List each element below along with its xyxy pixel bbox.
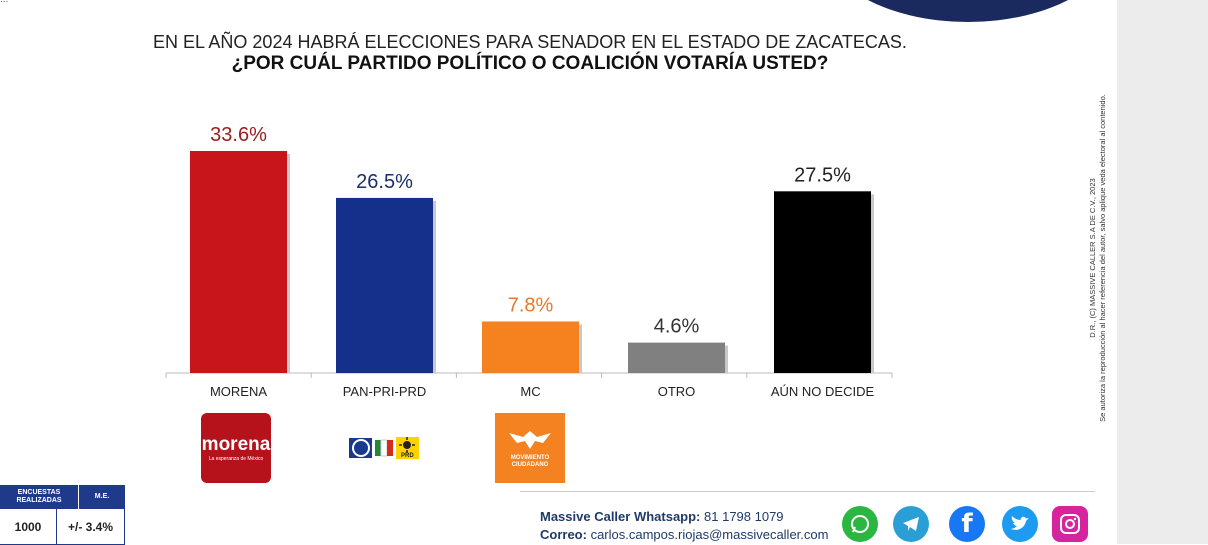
category-label: MORENA xyxy=(210,384,267,399)
instagram-icon[interactable] xyxy=(1052,506,1088,542)
margin-error-value: +/- 3.4% xyxy=(57,509,125,545)
right-margin-panel xyxy=(1117,0,1208,544)
pri-icon xyxy=(374,439,393,457)
pan-pri-prd-logo: PRD xyxy=(349,413,419,483)
whatsapp-icon[interactable] xyxy=(842,506,878,542)
bar-a-n-no-decide xyxy=(774,191,871,373)
pri-logo xyxy=(372,438,396,458)
bar-otro xyxy=(628,342,725,373)
copyright-note: D.R., (C) MASSIVE CALLER S.A DE C.V., 20… xyxy=(1074,48,1107,468)
category-label: PAN-PRI-PRD xyxy=(343,384,427,399)
chart-title: EN EL AÑO 2024 HABRÁ ELECCIONES PARA SEN… xyxy=(153,32,907,52)
category-label: MC xyxy=(520,384,540,399)
pan-logo xyxy=(349,438,373,458)
copyright-line: D.R., (C) MASSIVE CALLER S.A DE C.V., 20… xyxy=(1088,178,1097,338)
sun-icon xyxy=(399,437,416,453)
facebook-icon[interactable]: f xyxy=(949,506,985,542)
bar-value-label: 27.5% xyxy=(794,164,851,186)
bar-value-label: 7.8% xyxy=(508,294,554,316)
whatsapp-contact: Massive Caller Whatsapp: 81 1798 1079 xyxy=(540,509,784,524)
category-label: OTRO xyxy=(658,384,696,399)
eagle-icon xyxy=(509,431,551,449)
bar-value-label: 26.5% xyxy=(356,171,413,193)
bar-value-label: 4.6% xyxy=(654,316,700,338)
pan-icon xyxy=(351,439,370,457)
bar-pan-pri-prd xyxy=(336,197,433,373)
category-label: AÚN NO DECIDE xyxy=(771,384,875,399)
mc-logo: MOVIMIENTO CIUDADANO xyxy=(495,413,565,483)
chart-question: ¿POR CUÁL PARTIDO POLÍTICO O COALICIÓN V… xyxy=(231,53,829,74)
bar-morena xyxy=(190,151,287,373)
morena-logo-tagline: La esperanza de México xyxy=(208,456,264,462)
reproduction-notice: Se autoriza la reproducción al hacer ref… xyxy=(1098,94,1107,422)
margin-error-header: M.E. xyxy=(79,485,125,509)
bar-chart: 33.6% MORENA 26.5% PAN-PRI-PRD 7.8% MC 4.6% OTR… xyxy=(165,124,893,399)
bar-mc xyxy=(482,321,579,373)
morena-logo: morena La esperanza de México xyxy=(201,413,271,483)
email-contact: Correo: carlos.campos.riojas@massivecall… xyxy=(540,527,828,542)
prd-logo-label: PRD xyxy=(400,453,414,459)
whatsapp-number: 81 1798 1079 xyxy=(704,509,784,524)
cropped-header-text: ... xyxy=(0,0,8,5)
mc-logo-text: MOVIMIENTO CIUDADANO xyxy=(510,455,550,468)
surveys-header: ENCUESTAS REALIZADAS xyxy=(0,485,78,509)
twitter-icon[interactable] xyxy=(1002,506,1038,542)
bar-value-label: 33.6% xyxy=(210,124,267,146)
email-address: carlos.campos.riojas@massivecaller.com xyxy=(590,527,829,542)
footer-divider xyxy=(520,491,1095,492)
morena-logo-text: morena xyxy=(201,434,271,455)
survey-table: ENCUESTAS REALIZADAS M.E. 1000 +/- 3.4% xyxy=(0,485,125,545)
surveys-value: 1000 xyxy=(0,509,57,545)
whatsapp-label: Massive Caller Whatsapp: xyxy=(540,509,701,524)
telegram-icon[interactable] xyxy=(893,506,929,542)
prd-logo: PRD xyxy=(395,437,419,459)
email-label: Correo: xyxy=(540,527,587,542)
